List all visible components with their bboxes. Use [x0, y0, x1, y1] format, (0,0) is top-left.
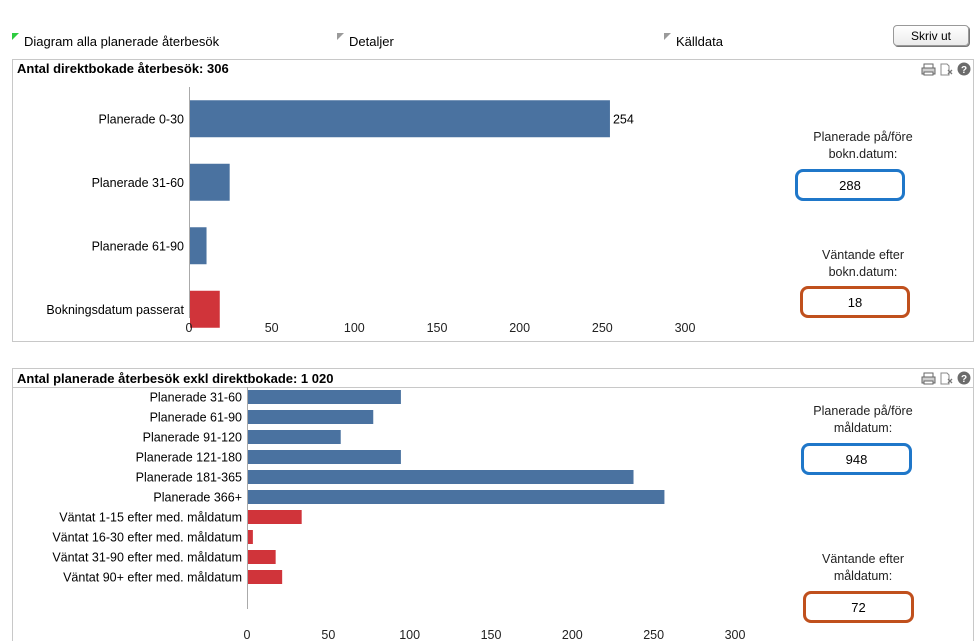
category-label: Planerade 366+ — [153, 491, 242, 505]
tab-kalldata[interactable]: Källdata — [664, 33, 723, 49]
bar — [248, 530, 253, 544]
category-label: Väntat 1-15 efter med. måldatum — [59, 511, 242, 525]
kpi-label-line2: måldatum: — [833, 569, 893, 583]
category-label: Planerade 181-365 — [136, 471, 242, 485]
category-label: Väntat 16-30 efter med. måldatum — [52, 531, 242, 545]
tab-detaljer-label: Detaljer — [349, 34, 394, 49]
bar — [248, 570, 283, 584]
category-label: Bokningsdatum passerat — [46, 303, 184, 317]
flag-icon — [12, 33, 19, 40]
category-label: Planerade 61-90 — [150, 411, 242, 425]
bar — [190, 227, 207, 265]
svg-text:?: ? — [961, 65, 967, 76]
print-button[interactable]: Skriv ut — [893, 25, 969, 46]
kpi-label-line1: Väntande efter — [821, 248, 904, 262]
kpi-label-line2: bokn.datum: — [828, 147, 898, 161]
tab-diagram-label: Diagram alla planerade återbesök — [24, 34, 220, 49]
kpi-waiting-label: Väntande efter bokn.datum: — [773, 247, 953, 281]
panel-title: Antal direktbokade återbesök: 306 — [17, 61, 229, 76]
bar-chart-planned: Planerade 31-60 Planerade 61-90 Planerade … — [52, 387, 746, 642]
bar — [248, 550, 276, 564]
bar — [248, 390, 401, 404]
bar — [248, 490, 665, 504]
x-tick-label: 150 — [481, 628, 502, 642]
category-label: Planerade 0-30 — [99, 112, 185, 126]
tab-diagram[interactable]: Diagram alla planerade återbesök — [12, 33, 220, 49]
x-tick-label: 200 — [509, 321, 530, 335]
x-tick-label: 250 — [643, 628, 664, 642]
x-tick-label: 50 — [321, 628, 335, 642]
bar-chart-direct-booked: Planerade 0-30 254 Planerade 31-60 Planerad… — [46, 87, 696, 335]
print-icon[interactable] — [921, 372, 936, 385]
kpi-label-line2: måldatum: — [833, 421, 893, 435]
x-tick-label: 300 — [725, 628, 746, 642]
kpi-label-line1: Planerade på/före — [813, 404, 913, 418]
bar — [190, 163, 230, 201]
bar — [248, 470, 634, 484]
x-tick-label: 250 — [592, 321, 613, 335]
flag-icon — [664, 33, 671, 40]
kpi-label-line1: Väntande efter — [821, 552, 904, 566]
help-icon[interactable]: ? — [957, 371, 971, 385]
kpi-planned-value: 948 — [801, 443, 912, 475]
bar — [190, 290, 220, 328]
category-label: Planerade 91-120 — [143, 431, 242, 445]
kpi-waiting-value: 18 — [800, 286, 910, 318]
bar — [248, 430, 341, 444]
data-label: 254 — [613, 112, 634, 126]
bar — [190, 100, 610, 138]
x-tick-label: 50 — [265, 321, 279, 335]
help-icon[interactable]: ? — [957, 62, 971, 76]
kpi-waiting-label: Väntande efter måldatum: — [773, 551, 953, 585]
bar — [248, 450, 401, 464]
svg-text:?: ? — [961, 374, 967, 385]
x-tick-label: 300 — [675, 321, 696, 335]
category-label: Planerade 61-90 — [92, 239, 184, 253]
category-label: Planerade 31-60 — [92, 176, 184, 190]
export-icon[interactable] — [939, 372, 954, 385]
panel-direct-booked: Antal direktbokade återbesök: 306 ? Plan… — [12, 59, 974, 342]
category-label: Planerade 121-180 — [136, 451, 242, 465]
category-label: Väntat 90+ efter med. måldatum — [63, 571, 242, 585]
panel-toolbar: ? — [921, 371, 971, 385]
kpi-waiting-value: 72 — [803, 591, 914, 623]
print-icon[interactable] — [921, 63, 936, 76]
kpi-planned-label: Planerade på/före måldatum: — [773, 403, 953, 437]
tab-kalldata-label: Källdata — [676, 34, 723, 49]
flag-icon — [337, 33, 344, 40]
panel-title: Antal planerade återbesök exkl direktbok… — [17, 371, 334, 386]
kpi-planned-value: 288 — [795, 169, 905, 201]
x-tick-label: 100 — [344, 321, 365, 335]
x-tick-label: 100 — [399, 628, 420, 642]
category-label: Väntat 31-90 efter med. måldatum — [52, 551, 242, 565]
x-tick-label: 0 — [186, 321, 193, 335]
panel-planned-excl: Antal planerade återbesök exkl direktbok… — [12, 368, 974, 642]
bar — [248, 510, 302, 524]
x-tick-label: 0 — [244, 628, 251, 642]
category-label: Planerade 31-60 — [150, 391, 242, 405]
export-icon[interactable] — [939, 63, 954, 76]
panel-toolbar: ? — [921, 62, 971, 76]
kpi-label-line2: bokn.datum: — [828, 265, 898, 279]
kpi-label-line1: Planerade på/före — [813, 130, 913, 144]
kpi-planned-label: Planerade på/före bokn.datum: — [773, 129, 953, 163]
x-tick-label: 150 — [427, 321, 448, 335]
x-tick-label: 200 — [562, 628, 583, 642]
divider — [13, 387, 973, 388]
tab-detaljer[interactable]: Detaljer — [337, 33, 394, 49]
bar — [248, 410, 374, 424]
